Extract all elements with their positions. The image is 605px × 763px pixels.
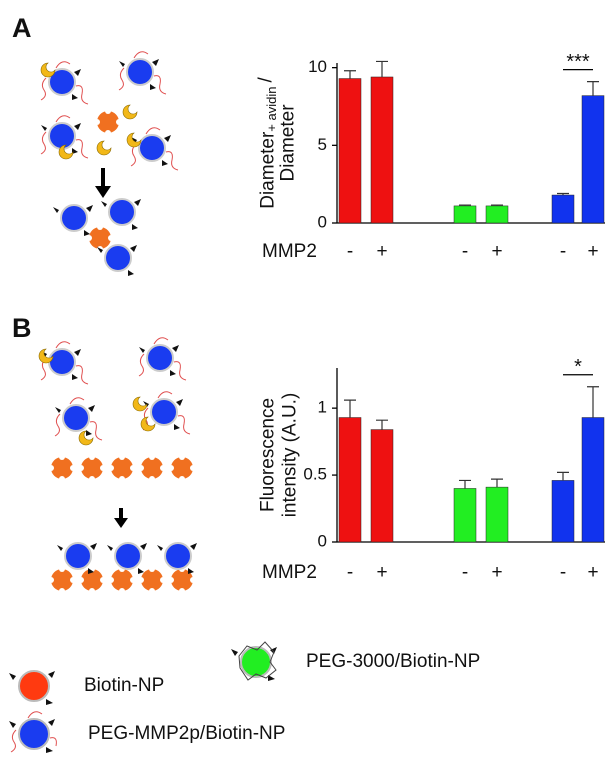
panel-label: B (12, 313, 32, 343)
error-bar (344, 70, 356, 79)
error-bar (587, 386, 599, 418)
x-tick-label: - (560, 241, 566, 262)
legend-icon-tips (9, 719, 55, 753)
bar (485, 205, 509, 224)
bar (581, 95, 605, 224)
schematic-a (41, 52, 178, 277)
legend-icon (18, 718, 50, 750)
legend-label: PEG-3000/Biotin-NP (306, 651, 480, 672)
y-tick-label: 0 (318, 531, 327, 550)
x-tick-label: + (587, 562, 598, 583)
legend-label: Biotin-NP (84, 675, 164, 696)
schematic-b (38, 338, 198, 594)
y-tick-label: 1 (318, 398, 327, 417)
error-bar (557, 471, 569, 481)
y-label-line: Diameter (258, 131, 279, 209)
bar (485, 486, 509, 543)
y-axis-label: Diameter+ avidin / Diameter (255, 77, 298, 209)
y-tick-label: 5 (318, 135, 327, 154)
error-bar (376, 419, 388, 430)
x-tick-label: - (560, 562, 566, 583)
y-label-line: Diameter (277, 104, 298, 182)
row-label: MMP2 (262, 562, 317, 583)
x-tick-label: - (462, 562, 468, 583)
y-tick-label: 10 (308, 57, 327, 76)
legend-icon-tips (9, 671, 55, 705)
x-tick-label: + (376, 562, 387, 583)
x-tick-label: - (347, 562, 353, 583)
y-label-sub: + avidin (265, 87, 280, 132)
bar (551, 194, 575, 224)
legend-icon (18, 670, 50, 702)
y-label-tail: / (255, 77, 276, 83)
error-bar (491, 204, 503, 206)
x-tick-label: - (347, 241, 353, 262)
error-bar (344, 399, 356, 418)
row-label: MMP2 (262, 241, 317, 262)
legend-peg (238, 641, 277, 681)
significance-label: *** (566, 51, 590, 73)
y-tick-label: 0.5 (303, 465, 327, 484)
error-bar (587, 81, 599, 96)
x-tick-label: + (491, 562, 502, 583)
x-tick-label: - (462, 241, 468, 262)
y-axis-label: Fluorescenceintensity (A.U.) (258, 393, 301, 518)
bar (581, 417, 605, 543)
legend-icon (240, 646, 272, 678)
error-bar (491, 478, 503, 488)
bar (338, 417, 362, 543)
bar (370, 429, 394, 543)
bar (338, 78, 362, 224)
bar (370, 76, 394, 224)
x-tick-label: + (587, 241, 598, 262)
error-bar (459, 479, 471, 489)
error-bar (376, 60, 388, 77)
legend-mmp (10, 711, 57, 753)
error-bar (459, 204, 471, 206)
bar (453, 488, 477, 543)
bar (551, 480, 575, 543)
bar (453, 205, 477, 224)
x-tick-label: + (376, 241, 387, 262)
error-bar (557, 192, 569, 196)
x-tick-label: + (491, 241, 502, 262)
y-tick-label: 0 (318, 212, 327, 231)
legend-label: PEG-MMP2p/Biotin-NP (88, 723, 285, 744)
y-label-line: Fluorescence (258, 398, 279, 512)
y-label-line: intensity (A.U.) (279, 393, 300, 518)
significance-label: * (574, 356, 582, 378)
panel-label: A (12, 13, 32, 43)
